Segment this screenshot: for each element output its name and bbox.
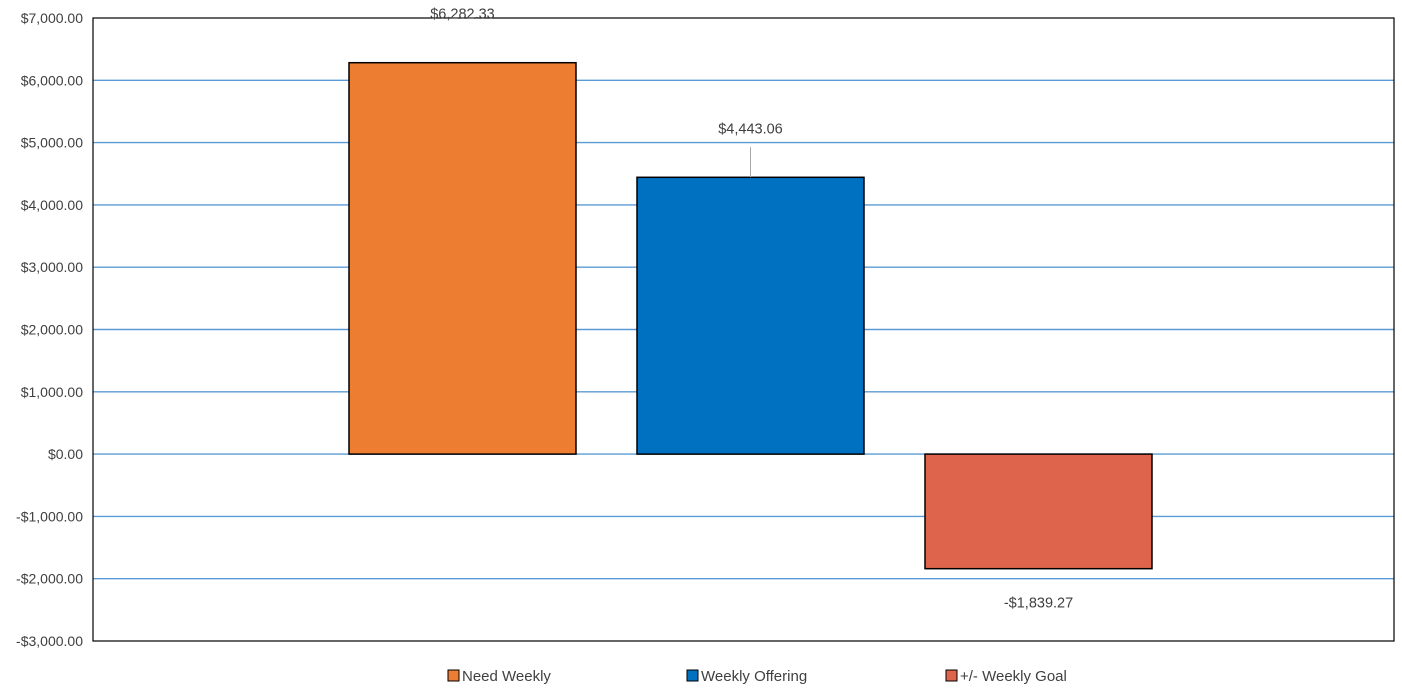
y-tick-label: $6,000.00	[21, 72, 83, 88]
y-tick-label: $4,000.00	[21, 197, 83, 213]
y-axis-tick-labels: $7,000.00 $6,000.00 $5,000.00 $4,000.00 $3,0…	[16, 10, 83, 649]
y-tick-label: $3,000.00	[21, 259, 83, 275]
legend-label: Weekly Offering	[701, 668, 807, 685]
y-tick-label: -$2,000.00	[16, 571, 83, 587]
y-tick-label: $7,000.00	[21, 10, 83, 26]
legend-swatch	[945, 669, 958, 682]
y-tick-label: -$3,000.00	[16, 633, 83, 649]
legend-swatch	[686, 669, 699, 682]
y-tick-label: $1,000.00	[21, 384, 83, 400]
bar-weekly-goal	[924, 453, 1153, 570]
data-label: $6,282.33	[430, 7, 495, 23]
legend-swatch	[447, 669, 460, 682]
legend: Need Weekly Weekly Offering +/- Weekly Goa…	[447, 668, 1067, 685]
data-label: $4,443.06	[718, 121, 783, 137]
plot-area-frame	[92, 17, 1395, 642]
bar-need-weekly	[348, 61, 577, 455]
y-tick-label: $5,000.00	[21, 135, 83, 151]
y-tick-label: $0.00	[48, 446, 83, 462]
y-tick-label: $2,000.00	[21, 322, 83, 338]
bars	[348, 61, 1153, 570]
legend-label: Need Weekly	[462, 668, 551, 685]
data-label: -$1,839.27	[1004, 596, 1073, 612]
bar-weekly-offering	[636, 176, 865, 455]
legend-label: +/- Weekly Goal	[960, 668, 1067, 685]
y-tick-label: -$1,000.00	[16, 508, 83, 524]
data-labels: $6,282.33 $4,443.06 -$1,839.27	[430, 7, 1073, 612]
